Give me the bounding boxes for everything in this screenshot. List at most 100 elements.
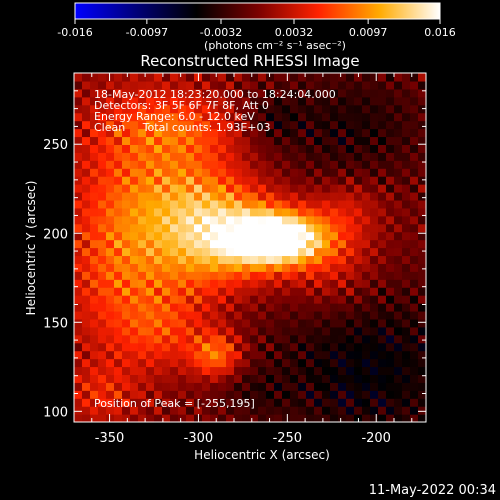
heatmap-cell — [234, 191, 243, 201]
heatmap-cell — [170, 96, 179, 106]
heatmap-cell — [258, 231, 267, 241]
heatmap-cell — [298, 318, 307, 328]
heatmap-cell — [242, 160, 251, 169]
heatmap-cell — [122, 247, 131, 257]
heatmap-cell — [298, 96, 307, 106]
heatmap-cell — [242, 199, 251, 209]
heatmap-cell — [194, 318, 203, 328]
heatmap-cell — [138, 414, 147, 422]
heatmap-cell — [346, 303, 355, 312]
heatmap-cell — [386, 104, 395, 114]
heatmap-cell — [282, 128, 291, 138]
heatmap-cell — [218, 374, 227, 383]
heatmap-cell — [226, 414, 235, 422]
heatmap-cell — [394, 144, 403, 153]
heatmap-cell — [130, 350, 139, 360]
heatmap-cell — [330, 223, 339, 233]
heatmap-cell — [210, 326, 219, 336]
heatmap-cell — [290, 215, 299, 225]
heatmap-cell — [370, 144, 379, 153]
heatmap-cell — [130, 191, 139, 201]
heatmap-cell — [378, 152, 387, 161]
heatmap-cell — [402, 96, 411, 106]
heatmap-cell — [194, 104, 203, 114]
heatmap-cell — [122, 398, 131, 407]
heatmap-cell — [106, 160, 115, 169]
heatmap-cell — [370, 73, 379, 82]
heatmap-cell — [98, 366, 107, 376]
heatmap-cell — [354, 223, 363, 233]
heatmap-cell — [178, 342, 187, 352]
heatmap-cell — [90, 120, 99, 130]
heatmap-cell — [122, 199, 131, 209]
heatmap-cell — [354, 176, 363, 185]
annotation-energy-range: Energy Range: 6.0 - 12.0 keV — [94, 110, 255, 123]
heatmap-cell — [338, 310, 347, 320]
heatmap-cell — [258, 398, 267, 407]
heatmap-cell — [234, 279, 243, 288]
heatmap-cell — [90, 342, 99, 352]
heatmap-cell — [122, 295, 131, 304]
heatmap-cell — [194, 215, 203, 225]
heatmap-cell — [90, 152, 99, 161]
heatmap-cell — [138, 350, 147, 360]
heatmap-cell — [250, 271, 259, 280]
heatmap-cell — [82, 215, 91, 225]
heatmap-cell — [330, 390, 339, 399]
heatmap-cell — [74, 271, 83, 280]
heatmap-cell — [170, 326, 179, 336]
heatmap-cell — [386, 152, 395, 161]
heatmap-cell — [154, 80, 163, 90]
heatmap-cell — [330, 303, 339, 312]
heatmap-cell — [274, 120, 283, 130]
heatmap-cell — [258, 191, 267, 201]
heatmap-cell — [178, 374, 187, 383]
heatmap-cell — [378, 414, 387, 422]
heatmap-cell — [154, 350, 163, 360]
heatmap-cell — [186, 128, 195, 138]
heatmap-cell — [362, 414, 371, 422]
heatmap-cell — [154, 136, 163, 145]
heatmap-cell — [250, 303, 259, 312]
heatmap-cell — [98, 120, 107, 130]
heatmap-cell — [154, 112, 163, 122]
heatmap-cell — [202, 350, 211, 360]
heatmap-cell — [298, 326, 307, 336]
heatmap-cell — [290, 96, 299, 106]
heatmap-cell — [306, 176, 315, 185]
heatmap-cell — [402, 398, 411, 407]
heatmap-cell — [82, 358, 91, 368]
heatmap-cell — [122, 279, 131, 288]
heatmap-cell — [170, 398, 179, 407]
heatmap-cell — [82, 80, 91, 90]
heatmap-cell — [154, 96, 163, 106]
heatmap-cell — [378, 279, 387, 288]
heatmap-cell — [322, 191, 331, 201]
heatmap-cell — [242, 215, 251, 225]
heatmap-cell — [218, 382, 227, 391]
heatmap-cell — [250, 168, 259, 177]
heatmap-cell — [290, 382, 299, 391]
heatmap-cell — [122, 128, 131, 138]
heatmap-cell — [130, 215, 139, 225]
heatmap-cell — [178, 207, 187, 217]
heatmap-cell — [386, 112, 395, 122]
heatmap-cell — [370, 390, 379, 399]
heatmap-cell — [170, 414, 179, 422]
heatmap-cell — [90, 326, 99, 336]
heatmap-cell — [170, 279, 179, 288]
heatmap-cell — [154, 326, 163, 336]
heatmap-cell — [266, 287, 275, 296]
heatmap-cell — [106, 88, 115, 98]
heatmap-cell — [338, 80, 347, 90]
heatmap-cell — [226, 279, 235, 288]
heatmap-cell — [234, 334, 243, 344]
heatmap-cell — [74, 303, 83, 312]
heatmap-cell — [410, 247, 419, 257]
heatmap-cell — [90, 318, 99, 328]
heatmap-cell — [250, 247, 259, 257]
heatmap-cell — [362, 318, 371, 328]
heatmap-cell — [266, 144, 275, 153]
heatmap-cell — [274, 160, 283, 169]
heatmap-cell — [362, 152, 371, 161]
